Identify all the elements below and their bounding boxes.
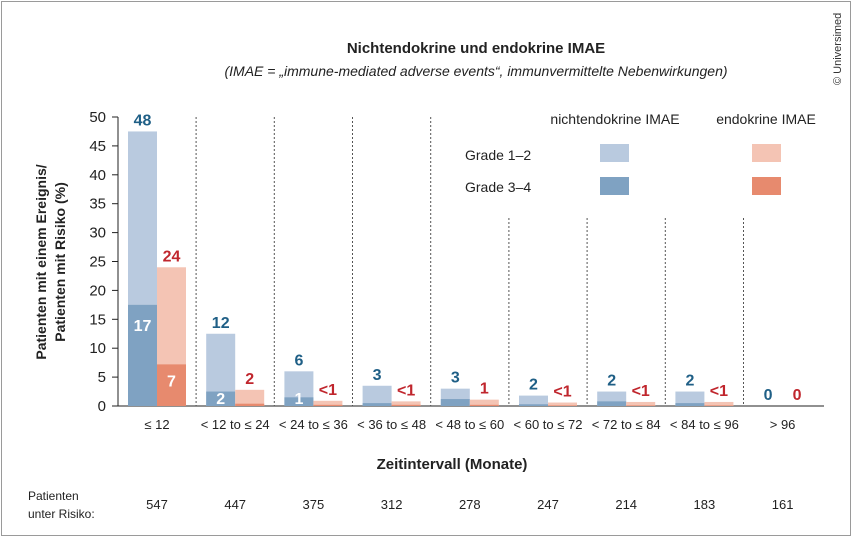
bar-endo-grade12	[391, 401, 421, 406]
bar-endo-grade34	[548, 405, 577, 406]
legend-swatch-nonendo-grade12	[600, 144, 629, 162]
y-axis-title-line1: Patienten mit einem Ereignis/	[33, 164, 49, 359]
copyright-note: © Universimed	[832, 13, 844, 85]
y-tick-label: 40	[89, 167, 106, 184]
data-label-nonendo-grade34: 2	[216, 391, 225, 408]
data-label-endo-total: 1	[480, 381, 489, 398]
risk-value: 375	[303, 497, 325, 512]
y-tick-label: 15	[89, 311, 106, 328]
y-tick-label: 20	[89, 282, 106, 299]
data-label-nonendo-total: 12	[212, 315, 230, 332]
bar-nonendo-grade34	[284, 397, 314, 406]
bar-nonendo-grade34	[675, 403, 705, 406]
bar-nonendo-grade34	[128, 304, 157, 406]
y-tick-label: 50	[89, 109, 106, 126]
bar-endo-grade34	[235, 403, 265, 406]
legend-grade34-label: Grade 3–4	[465, 179, 531, 195]
data-label-endo-total: 0	[793, 387, 802, 404]
risk-value: 447	[224, 497, 246, 512]
x-tick-label: ≤ 12	[144, 417, 169, 432]
bar-endo-grade12	[313, 400, 343, 406]
y-axis-title: Patienten mit einem Ereignis/ Patienten …	[33, 164, 68, 359]
bar-endo-grade34	[391, 404, 421, 406]
legend-swatch-endo-grade34	[752, 177, 781, 195]
data-label-endo-grade34: 7	[167, 373, 176, 390]
x-tick-label: < 36 to ≤ 48	[357, 417, 426, 432]
legend-grade12-label: Grade 1–2	[465, 147, 531, 163]
legend-endo-title: endokrine IMAE	[716, 111, 816, 127]
legend-swatch-nonendo-grade34	[600, 177, 629, 195]
risk-value: 278	[459, 497, 481, 512]
data-label-nonendo-total: 3	[451, 370, 460, 387]
bar-endo-grade34	[313, 404, 343, 406]
chart-subtitle: (IMAE = „immune-mediated adverse events“…	[224, 63, 727, 79]
y-tick-label: 35	[89, 196, 106, 213]
data-label-endo-total: 24	[163, 248, 181, 265]
bar-endo-grade12	[469, 399, 499, 406]
risk-value: 547	[146, 497, 168, 512]
bar-endo-grade12	[704, 401, 734, 406]
bar-nonendo-grade12	[675, 391, 705, 406]
x-tick-label: < 12 to ≤ 24	[201, 417, 270, 432]
y-tick-label: 0	[98, 398, 106, 415]
data-label-nonendo-total: 2	[607, 373, 616, 390]
x-tick-label: < 84 to ≤ 96	[670, 417, 739, 432]
bar-nonendo-grade34	[519, 404, 548, 406]
bar-nonendo-grade12	[362, 385, 392, 406]
data-label-nonendo-total: 2	[529, 377, 538, 394]
bar-endo-grade12	[626, 401, 656, 406]
risk-value: 161	[772, 497, 794, 512]
x-tick-label: < 72 to ≤ 84	[592, 417, 661, 432]
risk-value: 312	[381, 497, 403, 512]
data-label-endo-total: <1	[397, 382, 415, 399]
data-label-endo-total: <1	[553, 384, 571, 401]
bar-nonendo-grade34	[440, 399, 470, 406]
x-tick-label: < 48 to ≤ 60	[435, 417, 504, 432]
bar-nonendo-grade34	[597, 401, 627, 406]
legend-swatch-endo-grade12	[752, 144, 781, 162]
data-label-endo-total: <1	[710, 383, 728, 400]
x-tick-label: < 24 to ≤ 36	[279, 417, 348, 432]
data-label-endo-total: <1	[319, 382, 337, 399]
legend-nonendo-title: nichtendokrine IMAE	[550, 111, 679, 127]
y-tick-label: 25	[89, 254, 106, 271]
data-label-nonendo-total: 48	[134, 112, 152, 129]
bar-endo-grade34	[469, 404, 499, 406]
data-label-nonendo-total: 2	[685, 373, 694, 390]
data-label-nonendo-total: 6	[294, 352, 303, 369]
y-axis-title-line2: Patienten mit Risiko (%)	[52, 182, 68, 341]
bar-endo-grade12	[235, 389, 265, 406]
data-label-endo-total: <1	[632, 383, 650, 400]
risk-value: 214	[615, 497, 637, 512]
y-tick-label: 45	[89, 138, 106, 155]
bar-nonendo-grade12	[519, 395, 548, 406]
y-tick-label: 10	[89, 340, 106, 357]
x-axis-title: Zeitintervall (Monate)	[377, 456, 528, 473]
risk-label-line2: unter Risiko:	[28, 507, 95, 521]
bar-endo-grade34	[157, 364, 186, 406]
x-tick-label: < 60 to ≤ 72	[514, 417, 583, 432]
bar-endo-grade34	[704, 405, 734, 406]
data-label-endo-total: 2	[245, 371, 254, 388]
data-label-nonendo-total: 0	[764, 387, 773, 404]
bar-nonendo-grade34	[362, 403, 392, 406]
y-tick-label: 30	[89, 225, 106, 242]
x-tick-label: > 96	[770, 417, 796, 432]
bar-endo-grade12	[548, 402, 577, 406]
y-tick-label: 5	[98, 369, 106, 386]
risk-value: 183	[694, 497, 716, 512]
data-label-nonendo-total: 3	[373, 367, 382, 384]
data-label-nonendo-grade34: 17	[134, 318, 152, 335]
risk-value: 247	[537, 497, 559, 512]
risk-label-line1: Patienten	[28, 489, 79, 503]
data-label-nonendo-grade34: 1	[294, 391, 303, 408]
bar-nonendo-grade34	[206, 391, 236, 406]
legend: nichtendokrine IMAE endokrine IMAE Grade…	[465, 111, 816, 195]
bar-endo-grade34	[626, 405, 656, 406]
chart-title: Nichtendokrine und endokrine IMAE	[347, 40, 605, 57]
